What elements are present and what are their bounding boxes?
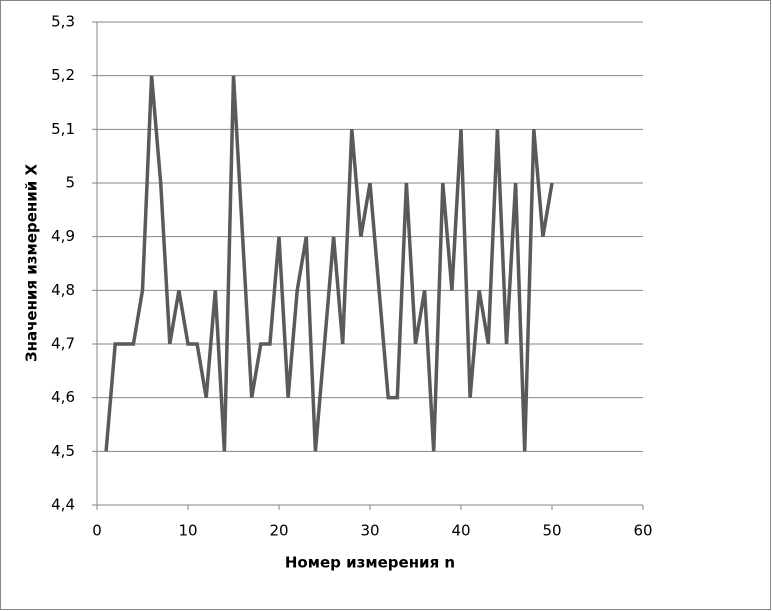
- y-tick-label: 4,7: [51, 335, 75, 353]
- x-tick-label: 60: [633, 522, 652, 540]
- y-tick-label: 4,9: [51, 227, 75, 245]
- x-tick-label: 20: [269, 522, 288, 540]
- y-axis-title: Значения измерений X: [23, 164, 41, 363]
- x-tick-label: 10: [178, 522, 197, 540]
- y-tick-label: 4,6: [51, 388, 75, 406]
- y-tick-label: 5,2: [51, 66, 75, 84]
- y-tick-label: 5,1: [51, 120, 75, 138]
- y-tick-label: 5: [65, 174, 75, 192]
- x-axis-title: Номер измерения n: [285, 554, 455, 572]
- y-tick-label: 4,8: [51, 281, 75, 299]
- y-tick-label: 4,5: [51, 442, 75, 460]
- x-tick-label: 0: [92, 522, 102, 540]
- x-tick-label: 50: [542, 522, 561, 540]
- y-tick-label: 4,4: [51, 496, 75, 514]
- x-tick-label: 40: [451, 522, 470, 540]
- y-tick-label: 5,3: [51, 13, 75, 31]
- x-tick-label: 30: [360, 522, 379, 540]
- data-line: [104, 75, 554, 452]
